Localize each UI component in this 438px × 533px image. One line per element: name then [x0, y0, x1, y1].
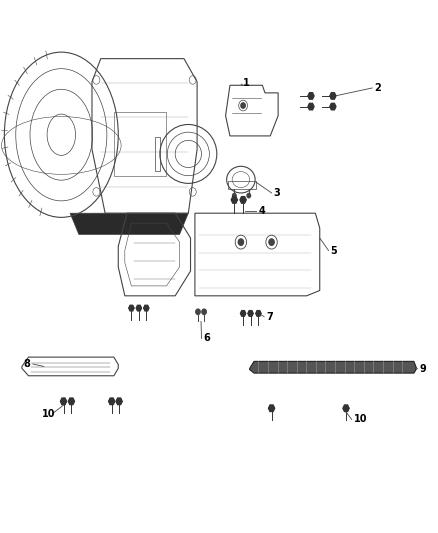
- Polygon shape: [144, 305, 149, 311]
- Circle shape: [202, 309, 206, 314]
- Circle shape: [241, 103, 245, 108]
- Circle shape: [247, 193, 251, 198]
- Polygon shape: [116, 398, 122, 405]
- Polygon shape: [129, 305, 134, 311]
- Polygon shape: [250, 361, 416, 373]
- Circle shape: [238, 239, 244, 245]
- Circle shape: [269, 239, 274, 245]
- Polygon shape: [330, 93, 336, 99]
- Text: 7: 7: [266, 312, 273, 321]
- Polygon shape: [330, 103, 336, 110]
- Text: 4: 4: [258, 206, 265, 215]
- Polygon shape: [308, 93, 314, 99]
- Text: 5: 5: [331, 246, 337, 255]
- Text: 3: 3: [274, 188, 280, 198]
- Text: 1: 1: [243, 78, 250, 87]
- Circle shape: [233, 193, 236, 198]
- Polygon shape: [268, 405, 275, 411]
- Polygon shape: [70, 213, 188, 235]
- Polygon shape: [308, 103, 314, 110]
- Text: 6: 6: [204, 334, 210, 343]
- Text: 8: 8: [24, 359, 31, 369]
- Polygon shape: [231, 197, 237, 203]
- Polygon shape: [343, 405, 349, 411]
- Text: 2: 2: [374, 83, 381, 93]
- Circle shape: [196, 309, 200, 314]
- Polygon shape: [248, 311, 253, 316]
- Text: 9: 9: [420, 364, 426, 374]
- Polygon shape: [109, 398, 115, 405]
- Text: 10: 10: [354, 415, 367, 424]
- Polygon shape: [136, 305, 141, 311]
- Polygon shape: [68, 398, 74, 405]
- Polygon shape: [240, 197, 246, 203]
- Polygon shape: [60, 398, 67, 405]
- Text: 10: 10: [42, 409, 55, 418]
- Polygon shape: [256, 311, 261, 316]
- Polygon shape: [240, 311, 246, 316]
